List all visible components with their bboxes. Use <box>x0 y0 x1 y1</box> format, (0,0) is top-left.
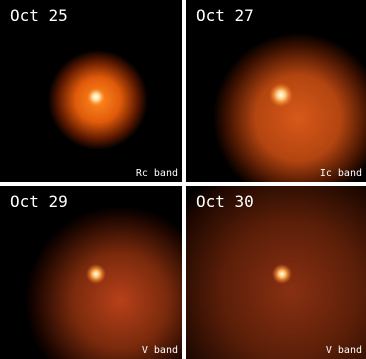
panel: Oct 30 V band <box>186 186 366 359</box>
date-label: Oct 25 <box>10 6 68 25</box>
panel: Oct 29 V band <box>0 186 182 359</box>
comet-image <box>186 186 366 359</box>
comet-mosaic: Oct 25 Rc band Oct 27 Ic band <box>0 0 366 359</box>
panel: Oct 27 Ic band <box>186 0 366 182</box>
panel: Oct 25 Rc band <box>0 0 182 182</box>
band-label: Rc band <box>136 168 178 179</box>
comet-image <box>0 0 182 182</box>
date-label: Oct 30 <box>196 192 254 211</box>
comet-image <box>186 0 366 182</box>
band-label: V band <box>326 345 362 356</box>
band-label: V band <box>142 345 178 356</box>
comet-image <box>0 186 182 359</box>
date-label: Oct 29 <box>10 192 68 211</box>
date-label: Oct 27 <box>196 6 254 25</box>
band-label: Ic band <box>320 168 362 179</box>
